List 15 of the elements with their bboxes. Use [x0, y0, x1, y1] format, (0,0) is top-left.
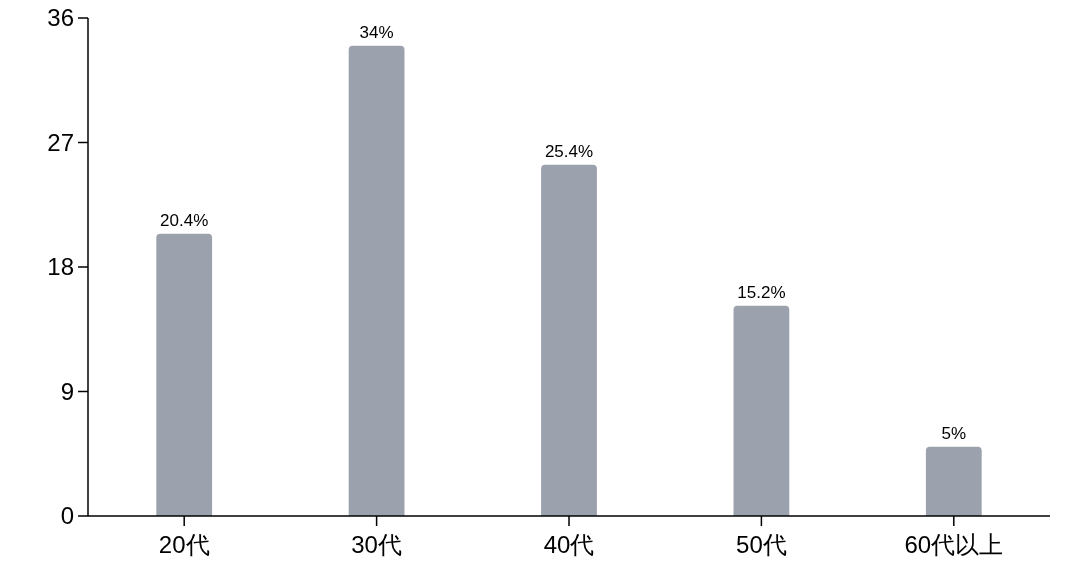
x-tick-label: 50代 — [736, 531, 787, 558]
y-tick-label: 9 — [60, 377, 74, 405]
x-tick-label: 40代 — [543, 531, 595, 558]
y-tick-label: 36 — [47, 4, 74, 31]
y-tick-label: 0 — [60, 502, 74, 529]
data-label: 34% — [359, 22, 394, 42]
y-tick-label: 18 — [47, 253, 74, 280]
x-tick-label: 30代 — [351, 531, 402, 558]
data-label: 20.4% — [160, 210, 209, 230]
x-tick-label: 20代 — [158, 531, 210, 558]
data-label: 15.2% — [737, 282, 786, 302]
y-tick-label: 27 — [47, 128, 74, 156]
data-label: 5% — [941, 423, 967, 443]
data-label: 25.4% — [544, 141, 594, 161]
x-tick-label: 60代以上 — [904, 531, 1004, 558]
